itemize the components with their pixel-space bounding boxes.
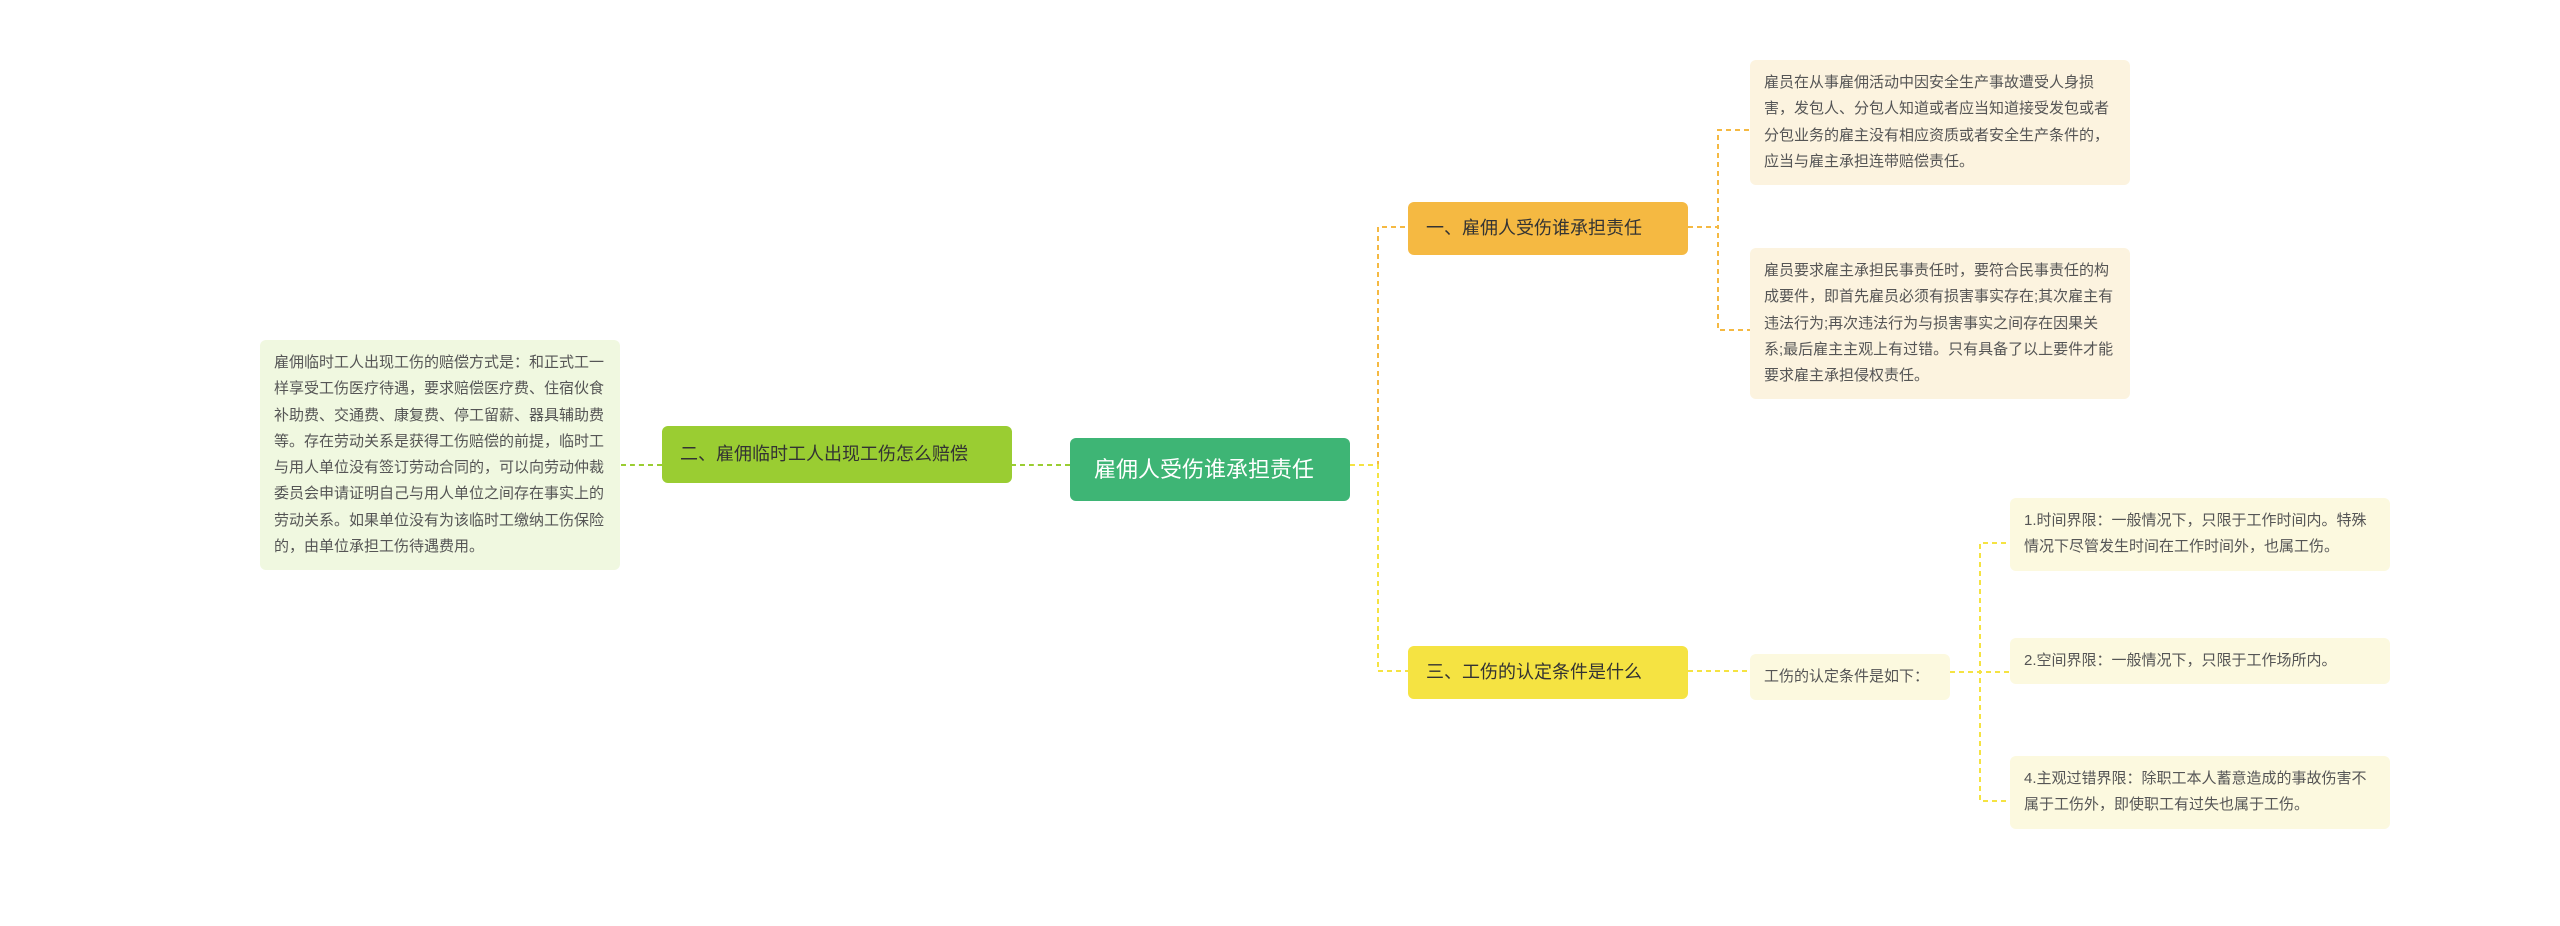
root-node: 雇佣人受伤谁承担责任 bbox=[1070, 438, 1350, 501]
leaf-two-detail: 雇佣临时工人出现工伤的赔偿方式是：和正式工一样享受工伤医疗待遇，要求赔偿医疗费、… bbox=[260, 340, 620, 570]
branch-three: 三、工伤的认定条件是什么 bbox=[1408, 646, 1688, 699]
leaf-one-b: 雇员要求雇主承担民事责任时，要符合民事责任的构成要件，即首先雇员必须有损害事实存… bbox=[1750, 248, 2130, 399]
leaf-three-b: 2.空间界限：一般情况下，只限于工作场所内。 bbox=[2010, 638, 2390, 684]
branch-two: 二、雇佣临时工人出现工伤怎么赔偿 bbox=[662, 426, 1012, 483]
leaf-three-mid: 工伤的认定条件是如下： bbox=[1750, 654, 1950, 700]
branch-one: 一、雇佣人受伤谁承担责任 bbox=[1408, 202, 1688, 255]
leaf-three-c: 4.主观过错界限：除职工本人蓄意造成的事故伤害不属于工伤外，即使职工有过失也属于… bbox=[2010, 756, 2390, 829]
leaf-one-a: 雇员在从事雇佣活动中因安全生产事故遭受人身损害，发包人、分包人知道或者应当知道接… bbox=[1750, 60, 2130, 185]
leaf-three-a: 1.时间界限：一般情况下，只限于工作时间内。特殊情况下尽管发生时间在工作时间外，… bbox=[2010, 498, 2390, 571]
